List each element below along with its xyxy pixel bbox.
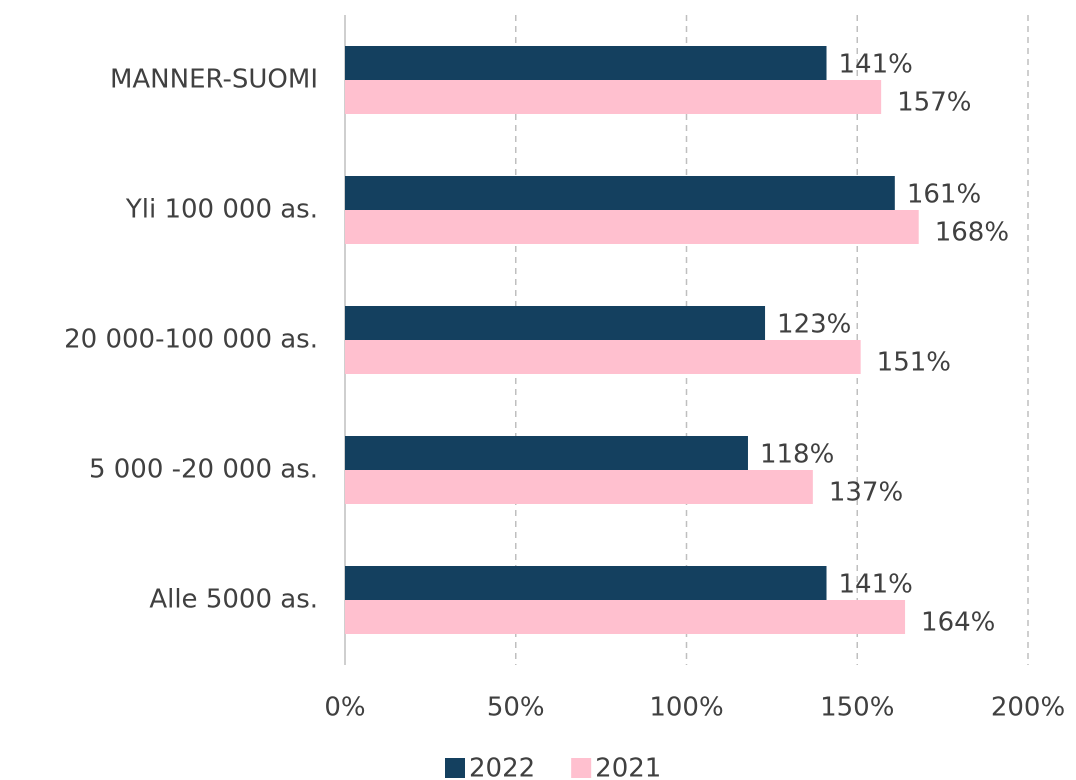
bar	[345, 46, 827, 80]
x-tick-label: 50%	[487, 693, 545, 723]
legend-swatch	[445, 758, 465, 778]
bar	[345, 470, 813, 504]
bar	[345, 600, 906, 634]
legend-label: 2021	[595, 754, 661, 780]
value-label: 123%	[777, 310, 851, 340]
value-label: 157%	[897, 88, 971, 118]
value-label: 168%	[935, 218, 1009, 248]
legend-swatch	[571, 758, 592, 778]
bar	[345, 176, 895, 210]
value-label: 141%	[839, 570, 913, 600]
bar	[345, 436, 748, 470]
y-tick-label: Alle 5000 as.	[149, 585, 318, 615]
x-tick-label: 0%	[324, 693, 365, 723]
bar	[345, 340, 861, 374]
x-tick-label: 200%	[991, 693, 1065, 723]
y-tick-label: 20 000-100 000 as.	[64, 325, 318, 355]
y-tick-label: 5 000 -20 000 as.	[89, 455, 318, 485]
value-label: 151%	[877, 348, 951, 378]
value-label: 141%	[839, 50, 913, 80]
value-label: 137%	[829, 478, 903, 508]
legend-label: 2022	[469, 754, 535, 780]
bar	[345, 306, 766, 340]
x-tick-label: 100%	[649, 693, 723, 723]
bar	[345, 566, 827, 600]
y-tick-label: Yli 100 000 as.	[125, 195, 318, 225]
y-tick-label: MANNER-SUOMI	[110, 65, 318, 95]
value-label: 164%	[921, 608, 995, 638]
value-label: 118%	[760, 440, 834, 470]
value-label: 161%	[907, 180, 981, 210]
bar	[345, 210, 919, 244]
x-tick-label: 150%	[820, 693, 894, 723]
bar	[345, 80, 882, 114]
